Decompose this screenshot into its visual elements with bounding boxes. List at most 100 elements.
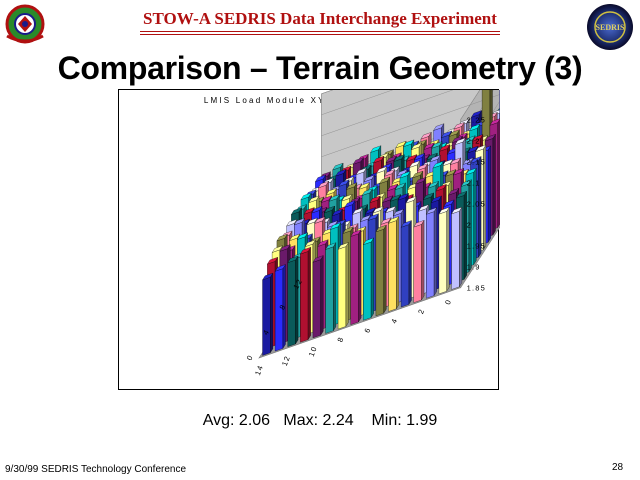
bar-top bbox=[452, 168, 465, 176]
bar-top bbox=[300, 192, 312, 200]
gridline bbox=[321, 90, 494, 141]
z-tick-label: 1.95 bbox=[467, 242, 486, 251]
bar-front bbox=[451, 210, 460, 290]
bar-top bbox=[405, 196, 417, 204]
x-tick-label: 12 bbox=[280, 354, 292, 367]
bar-top bbox=[373, 155, 385, 164]
bar-top bbox=[397, 193, 409, 201]
bar-top bbox=[308, 195, 320, 203]
bar-top bbox=[271, 245, 283, 253]
bar-top bbox=[332, 162, 344, 171]
bar-side bbox=[497, 118, 500, 229]
bar-top bbox=[415, 177, 427, 185]
bar-top bbox=[400, 220, 412, 228]
bar-top bbox=[380, 217, 392, 225]
bar-side bbox=[492, 133, 496, 236]
bar-top bbox=[427, 181, 439, 189]
depth-tick-label: 8 bbox=[277, 302, 287, 311]
bar-top bbox=[262, 272, 274, 281]
bar-top bbox=[329, 222, 342, 230]
bar-top bbox=[453, 122, 465, 130]
bar bbox=[312, 254, 324, 339]
bar-top bbox=[317, 239, 329, 247]
bar bbox=[425, 206, 438, 299]
bar-side bbox=[487, 145, 491, 243]
x-tick-label: 4 bbox=[389, 317, 399, 325]
bar bbox=[451, 206, 463, 290]
chart-title: LMIS Load Module XY Shift in Meters bbox=[204, 96, 414, 105]
depth-tick-label: 0 bbox=[245, 353, 255, 362]
bar-top bbox=[342, 226, 354, 234]
bar-front bbox=[262, 276, 271, 356]
bar-top bbox=[279, 244, 291, 252]
bar-top bbox=[304, 239, 316, 247]
bar-top bbox=[430, 195, 442, 203]
bar-side bbox=[459, 206, 463, 288]
bar-front bbox=[337, 246, 347, 330]
bar-top bbox=[469, 123, 481, 132]
bar-side bbox=[433, 206, 437, 297]
bar-top bbox=[386, 183, 399, 192]
bar-top bbox=[451, 206, 463, 215]
stats-line: Avg: 2.06 Max: 2.24 Min: 1.99 bbox=[202, 412, 438, 429]
sedris-logo: SEDRIS bbox=[587, 4, 633, 50]
bar-top bbox=[418, 204, 430, 212]
bar-top bbox=[442, 158, 454, 167]
bar-top bbox=[355, 167, 367, 175]
bar-top bbox=[370, 145, 382, 153]
bar-side bbox=[307, 246, 311, 341]
bar-front bbox=[363, 241, 372, 321]
bar-front bbox=[312, 259, 321, 339]
header-title: STOW-A SEDRIS Data Interchange Experimen… bbox=[143, 9, 497, 28]
slide-title: Comparison – Terrain Geometry (3) bbox=[57, 50, 583, 86]
bar-top bbox=[420, 132, 432, 140]
bar-top bbox=[367, 213, 379, 221]
bar bbox=[388, 215, 400, 312]
bar-top bbox=[429, 154, 441, 163]
bar-top bbox=[369, 195, 381, 203]
bar-top bbox=[338, 179, 350, 187]
page-number: 28 bbox=[612, 462, 624, 473]
bar-top bbox=[289, 233, 301, 241]
z-tick-label: 1.9 bbox=[467, 263, 481, 272]
bar-top bbox=[440, 130, 453, 138]
bar-top bbox=[286, 219, 298, 227]
bar bbox=[413, 219, 425, 303]
bar-front bbox=[438, 211, 447, 295]
z-tick-label: 2.05 bbox=[467, 200, 486, 209]
bar-top bbox=[426, 152, 438, 161]
bar-front bbox=[400, 224, 410, 308]
bar-top bbox=[382, 195, 394, 203]
bar-top bbox=[383, 169, 396, 177]
bar-top bbox=[403, 139, 415, 147]
bar-top bbox=[388, 216, 400, 224]
bar-top bbox=[410, 142, 423, 150]
bar-top bbox=[460, 179, 472, 187]
bar-top bbox=[406, 154, 418, 162]
bar-top bbox=[465, 167, 477, 176]
footer-conference: 9/30/99 SEDRIS Technology Conference bbox=[5, 464, 187, 475]
x-tick-label: 6 bbox=[362, 326, 372, 334]
chart-3d-column: LMIS Load Module XY Shift in Meters 1.85… bbox=[204, 90, 500, 377]
z-tick-label: 2 bbox=[467, 221, 472, 230]
x-tick-label: 14 bbox=[253, 363, 265, 376]
bar bbox=[375, 224, 387, 317]
bar-side bbox=[358, 229, 362, 323]
bar-top bbox=[385, 155, 397, 163]
bar-side bbox=[370, 237, 374, 319]
chart-tick-labels: 1.85 1.9 1.95 2 2.05 2.1 2.15 2.2 2.25 14 12 10 8 6 4 2… bbox=[245, 116, 486, 377]
bar-top bbox=[462, 157, 474, 165]
bar-top bbox=[303, 207, 315, 215]
bar-front bbox=[426, 211, 435, 299]
bar-top bbox=[276, 233, 288, 242]
x-tick-label: 8 bbox=[335, 335, 345, 343]
bar-top bbox=[475, 144, 487, 152]
bar-front bbox=[413, 224, 422, 303]
bar-top bbox=[438, 207, 450, 215]
z-tick-label: 2.25 bbox=[467, 116, 486, 125]
bar-top bbox=[435, 184, 447, 192]
chart-frame: LMIS Load Module XY Shift in Meters 1.85… bbox=[118, 89, 500, 390]
chart-bars bbox=[262, 90, 500, 356]
bar-top bbox=[359, 214, 372, 222]
bar-top bbox=[423, 142, 435, 150]
